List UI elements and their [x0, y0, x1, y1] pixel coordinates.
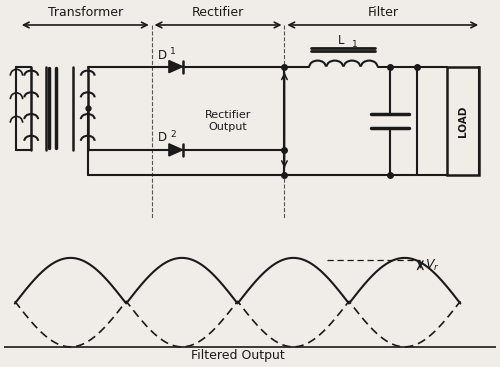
Text: Filtered Output: Filtered Output: [190, 349, 284, 362]
Text: $V_r$: $V_r$: [424, 258, 439, 273]
Text: LOAD: LOAD: [458, 105, 468, 137]
Polygon shape: [169, 61, 182, 73]
Text: 2: 2: [170, 130, 176, 139]
Text: D: D: [158, 48, 167, 62]
Text: L: L: [338, 34, 344, 47]
Text: D: D: [158, 131, 167, 144]
Text: Rectifier: Rectifier: [192, 6, 244, 19]
Text: Rectifier
Output: Rectifier Output: [204, 110, 251, 132]
Bar: [446, 67, 478, 175]
Text: Transformer: Transformer: [48, 6, 123, 19]
Text: Filter: Filter: [368, 6, 398, 19]
Text: 1: 1: [352, 40, 358, 48]
Text: 1: 1: [170, 47, 176, 57]
Polygon shape: [169, 144, 182, 156]
